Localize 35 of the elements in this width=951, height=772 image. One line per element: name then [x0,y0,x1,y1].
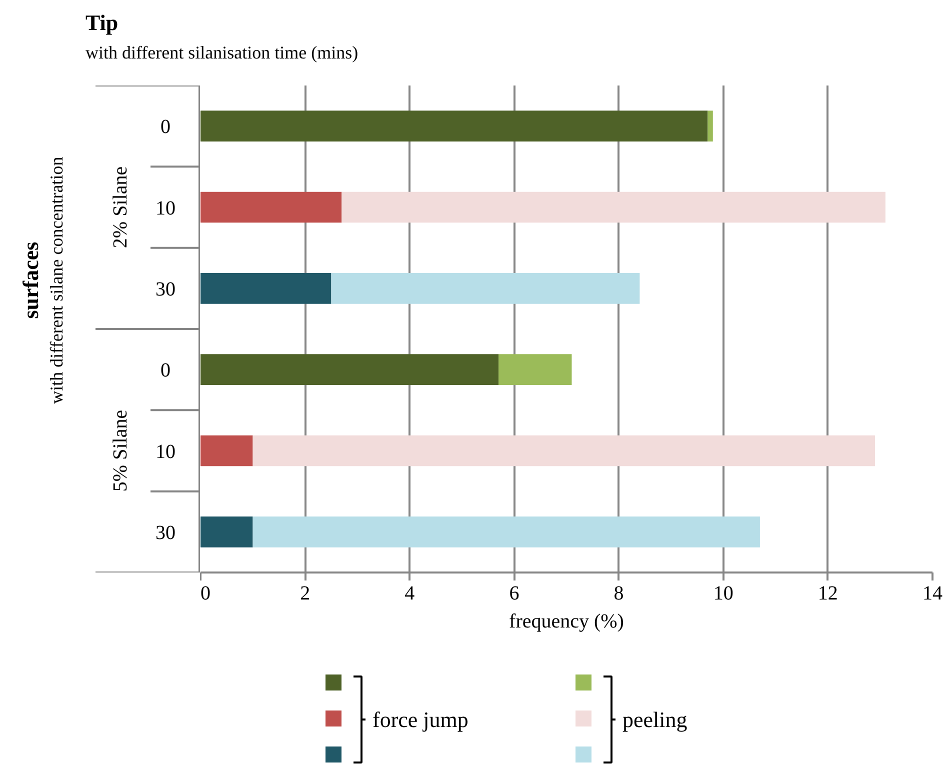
legend-label: force jump [372,707,468,732]
bar [200,110,708,142]
x-tick-label: 6 [509,582,520,604]
bar [342,192,886,223]
x-tick-label: 4 [404,582,415,604]
text: with different silane concentration [46,156,66,404]
bar [200,354,499,386]
chart-title: Tip [86,10,118,35]
text: surfaces [18,241,43,319]
x-tick-label: 14 [922,582,942,604]
chart-subtitle: with different silanisation time (mins) [86,42,358,62]
text: 5% Silane [110,410,132,492]
bar [200,516,253,548]
x-axis-title: frequency (%) [509,610,624,632]
y-tick-label: 10 [156,197,176,220]
y-tick-label: 30 [156,522,176,544]
bar [708,110,713,142]
x-tick-label: 2 [300,582,310,604]
bar [331,272,640,304]
x-tick-label: 8 [614,582,624,604]
bar [200,435,253,466]
bar [200,192,342,223]
text: 2% Silane [110,166,132,248]
bar [252,516,760,548]
x-tick-label: 0 [200,582,210,604]
bar [252,435,875,466]
y-tick-label: 30 [156,278,176,300]
x-tick-label: 12 [818,582,838,604]
y-tick-label: 0 [160,360,170,382]
y-tick-label: 10 [156,440,176,463]
legend-label: peeling [622,707,688,732]
y-tick-label: 0 [160,116,170,138]
bar [200,272,332,304]
x-tick-label: 10 [713,582,734,604]
bar [498,354,572,386]
